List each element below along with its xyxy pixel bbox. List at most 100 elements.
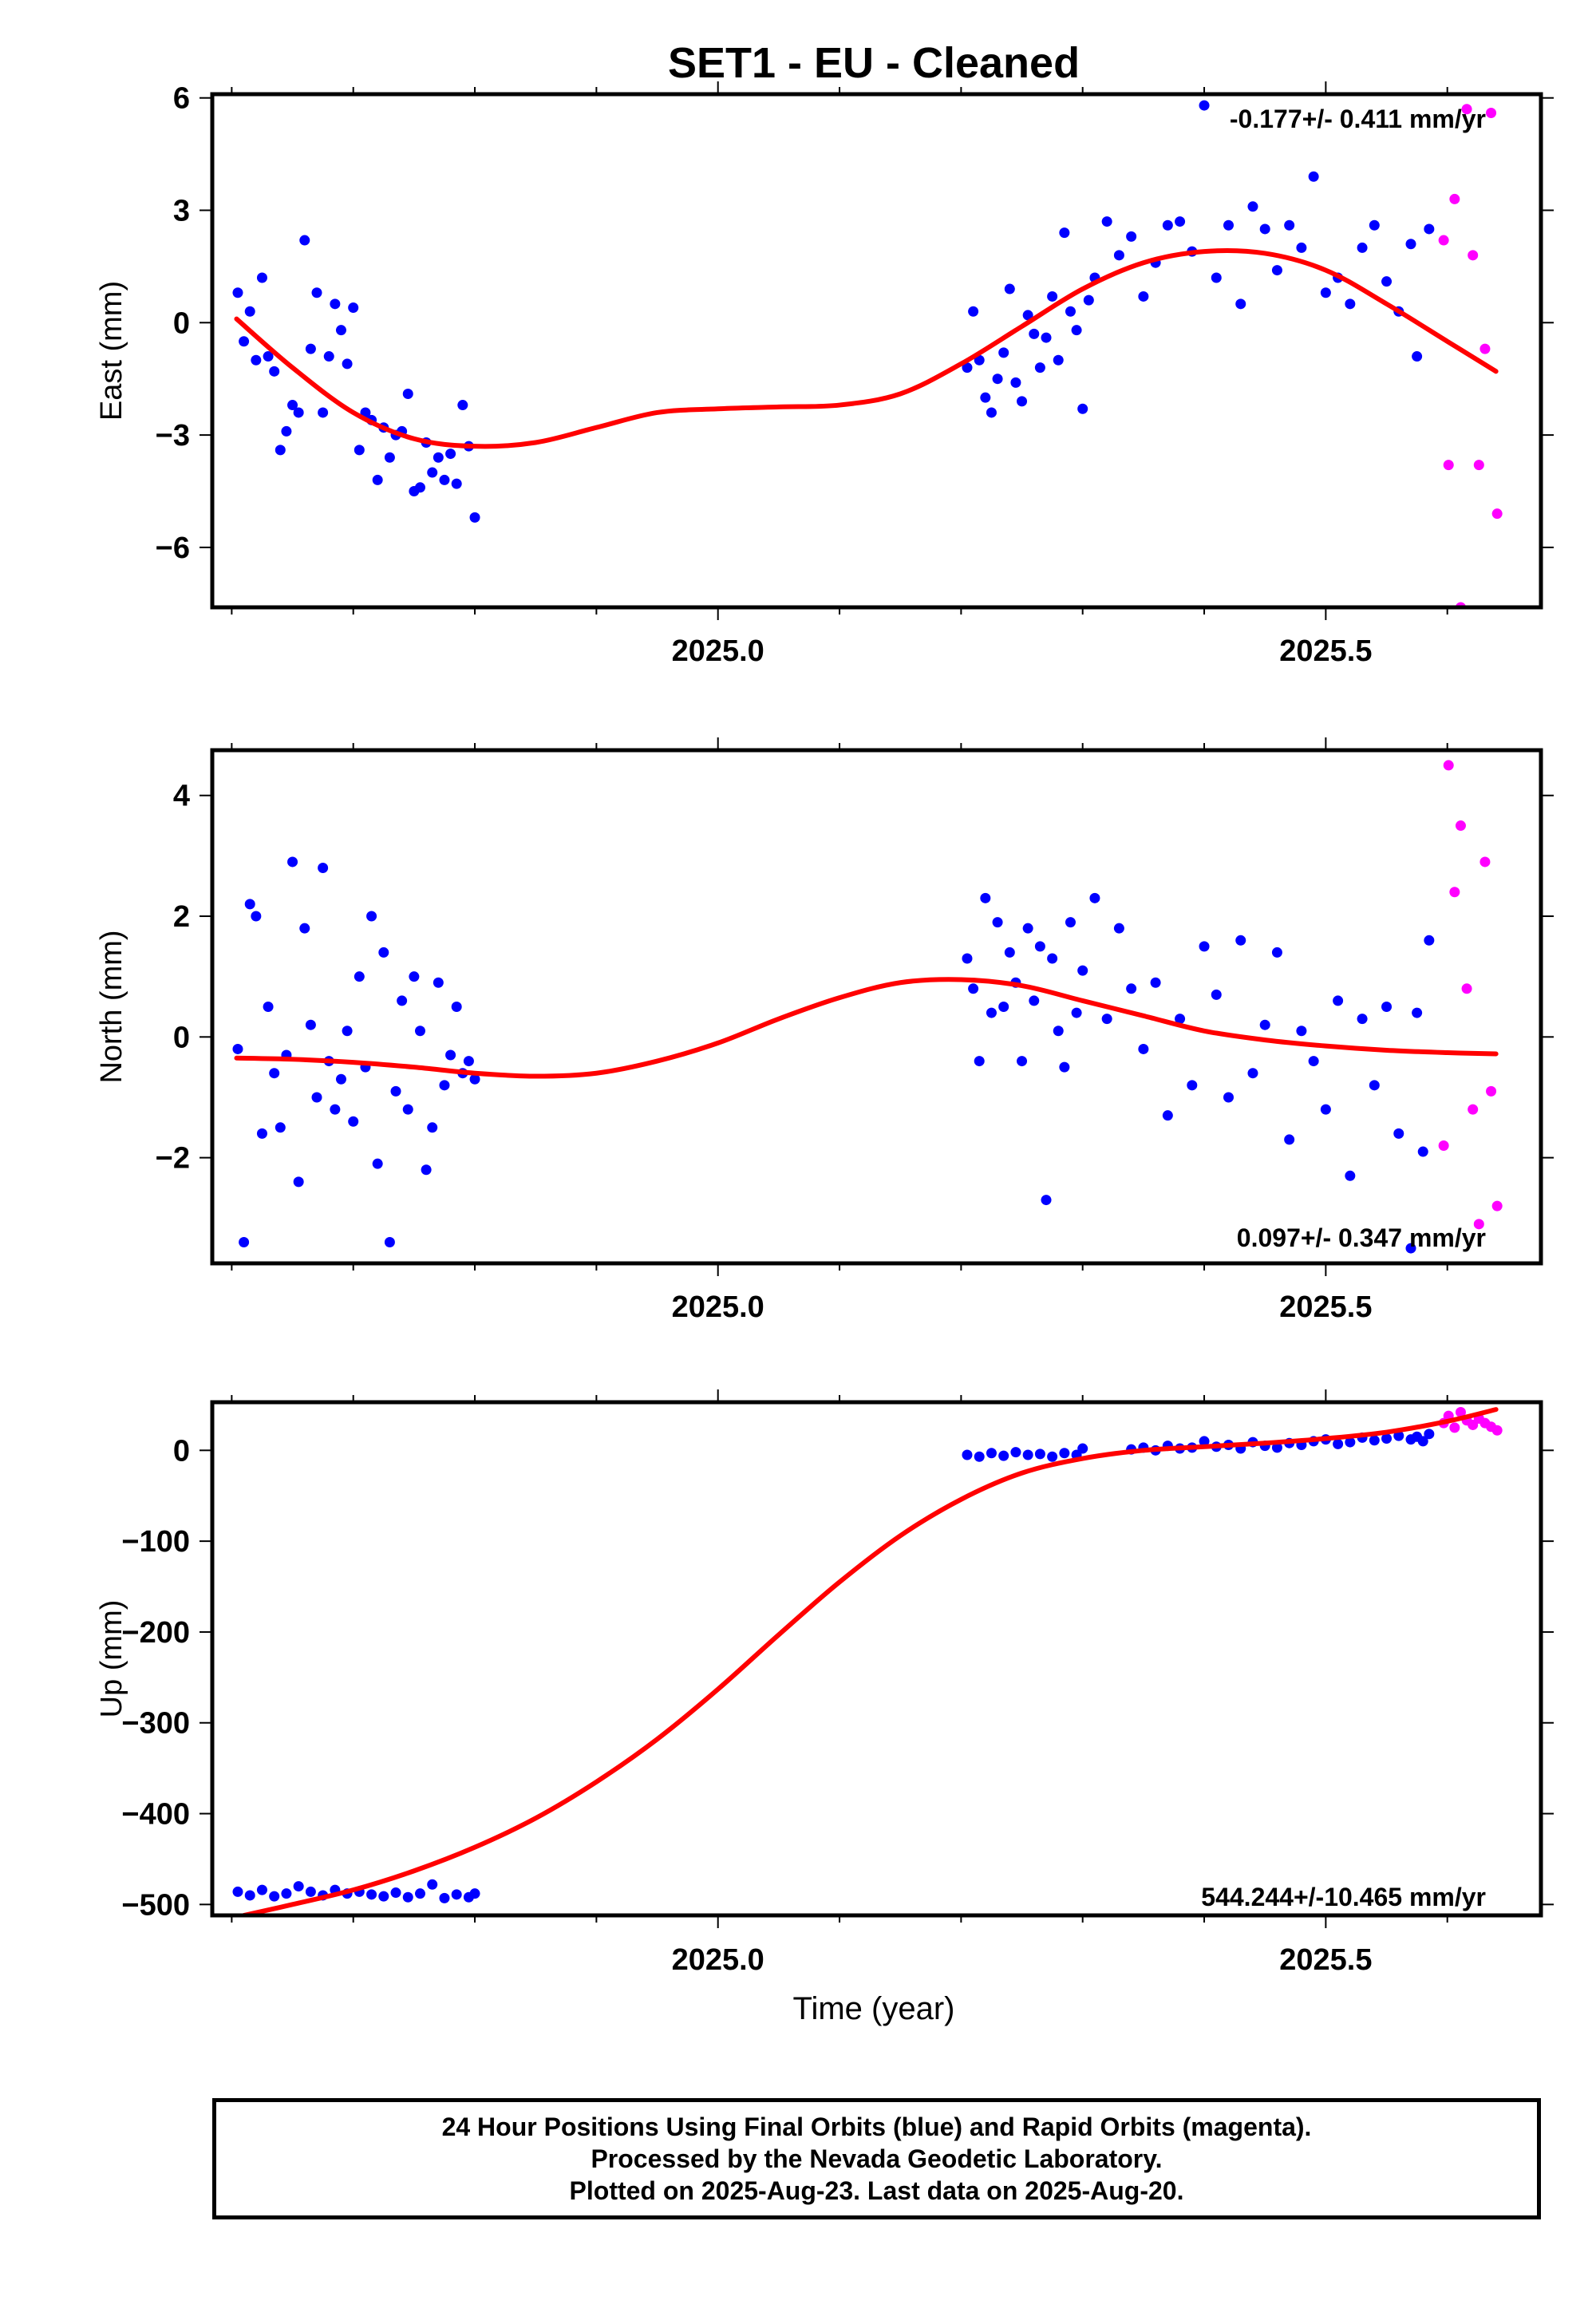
final-orbit-point xyxy=(451,478,462,489)
final-orbit-point xyxy=(323,351,334,362)
y-tick-label: 6 xyxy=(173,82,190,116)
data-layer xyxy=(232,760,1503,1254)
final-orbit-point xyxy=(269,1068,280,1079)
rapid-orbit-point xyxy=(1449,1422,1460,1433)
final-orbit-point xyxy=(384,1237,395,1248)
final-orbit-point xyxy=(414,1026,425,1037)
final-orbit-point xyxy=(1029,995,1040,1006)
y-tick-label: −400 xyxy=(121,1798,190,1832)
final-orbit-point xyxy=(1017,396,1028,407)
final-orbit-point xyxy=(372,1158,383,1169)
rapid-orbit-point xyxy=(1461,983,1472,994)
final-orbit-point xyxy=(974,1451,985,1462)
final-orbit-point xyxy=(1271,1442,1282,1453)
final-orbit-point xyxy=(1259,223,1270,235)
x-tick-label: 2025.5 xyxy=(1279,634,1372,668)
x-tick-label: 2025.5 xyxy=(1279,1290,1372,1324)
final-orbit-point xyxy=(330,298,341,310)
final-orbit-point xyxy=(962,953,973,964)
final-orbit-point xyxy=(239,336,250,347)
final-orbit-point xyxy=(1381,1433,1393,1445)
final-orbit-point xyxy=(1150,977,1161,988)
final-orbit-point xyxy=(354,971,365,982)
final-orbit-point xyxy=(980,392,991,403)
final-orbit-point xyxy=(1393,1128,1404,1139)
final-orbit-point xyxy=(1175,1014,1186,1025)
final-orbit-point xyxy=(1211,272,1222,283)
final-orbit-point xyxy=(469,512,480,523)
footer-box: 24 Hour Positions Using Final Orbits (bl… xyxy=(212,2098,1541,2219)
final-orbit-point xyxy=(1345,298,1356,310)
final-orbit-point xyxy=(986,407,997,418)
x-tick-label: 2025.0 xyxy=(672,634,764,668)
y-tick-label: 2 xyxy=(173,900,190,934)
rapid-orbit-point xyxy=(1461,104,1472,115)
final-orbit-point xyxy=(414,482,425,493)
rapid-orbit-point xyxy=(1449,887,1460,898)
final-orbit-point xyxy=(1113,923,1124,934)
rapid-orbit-point xyxy=(1438,1140,1449,1151)
final-orbit-point xyxy=(390,1085,401,1097)
final-orbit-point xyxy=(1199,941,1210,952)
final-orbit-point xyxy=(1126,231,1137,242)
final-orbit-point xyxy=(451,1889,462,1900)
final-orbit-point xyxy=(293,1176,304,1188)
final-orbit-point xyxy=(1126,983,1137,994)
final-orbit-point xyxy=(433,452,444,463)
final-orbit-point xyxy=(378,1891,389,1902)
final-orbit-point xyxy=(1071,325,1082,336)
y-tick-label: 0 xyxy=(173,306,190,340)
final-orbit-point xyxy=(281,1888,292,1899)
panel-north: 2025.0 2025.5 4 2 0 −2 North (mm) 0.097+/- 0.34… xyxy=(95,737,1554,1324)
rapid-orbit-point xyxy=(1468,1104,1479,1115)
final-orbit-point xyxy=(232,287,243,298)
rate-annotation: 0.097+/- 0.347 mm/yr xyxy=(1237,1223,1486,1252)
final-orbit-point xyxy=(263,351,274,362)
final-orbit-point xyxy=(1424,223,1435,235)
fit-curve xyxy=(241,1407,1499,1915)
final-orbit-point xyxy=(342,358,353,370)
final-orbit-point xyxy=(1077,965,1088,976)
final-orbit-point xyxy=(1296,242,1307,253)
rapid-orbit-point xyxy=(1491,1425,1503,1436)
panel-east: 2025.0 2025.5 6 3 0 −3 −6 East (mm) -0.177+/- 0.… xyxy=(95,81,1554,668)
final-orbit-point xyxy=(1333,995,1344,1006)
plot-frame xyxy=(210,92,1543,610)
final-orbit-point xyxy=(281,425,292,437)
final-orbit-point xyxy=(1041,332,1052,343)
final-orbit-point xyxy=(445,449,456,460)
y-axis-label: East (mm) xyxy=(95,281,128,421)
final-orbit-point xyxy=(1065,306,1076,317)
final-orbit-point xyxy=(244,1890,255,1901)
final-orbit-point xyxy=(1162,219,1173,231)
data-layer xyxy=(232,100,1503,607)
final-orbit-point xyxy=(1211,989,1222,1000)
rapid-orbit-point xyxy=(1473,460,1484,471)
final-orbit-point xyxy=(1284,219,1295,231)
final-orbit-point xyxy=(1308,171,1319,182)
panel-up: 2025.0 2025.5 0 −100 −200 −300 −400 −500 Up (mm)… xyxy=(95,1389,1554,1977)
final-orbit-point xyxy=(305,343,316,354)
final-orbit-point xyxy=(1417,1146,1428,1157)
plot-frame xyxy=(210,748,1543,1266)
rate-annotation: 544.244+/-10.465 mm/yr xyxy=(1201,1883,1486,1911)
y-tick-label: −200 xyxy=(121,1616,190,1650)
final-orbit-point xyxy=(1271,947,1282,958)
final-orbit-point xyxy=(1333,1438,1344,1449)
footer-line-2: Processed by the Nevada Geodetic Laborat… xyxy=(591,2144,1163,2173)
final-orbit-point xyxy=(1053,1026,1064,1037)
y-tick-label: −300 xyxy=(121,1707,190,1741)
final-orbit-point xyxy=(1138,1043,1149,1054)
final-orbit-point xyxy=(1089,892,1100,903)
final-orbit-point xyxy=(348,302,359,314)
final-orbit-point xyxy=(1199,1436,1210,1447)
final-orbit-point xyxy=(457,400,468,411)
final-orbit-point xyxy=(439,474,450,485)
final-orbit-point xyxy=(1004,947,1015,958)
plot-frame xyxy=(210,1400,1543,1918)
rapid-orbit-point xyxy=(1468,250,1479,261)
final-orbit-point xyxy=(1101,216,1112,227)
final-orbit-point xyxy=(1412,1007,1423,1018)
final-orbit-point xyxy=(1369,1435,1380,1446)
